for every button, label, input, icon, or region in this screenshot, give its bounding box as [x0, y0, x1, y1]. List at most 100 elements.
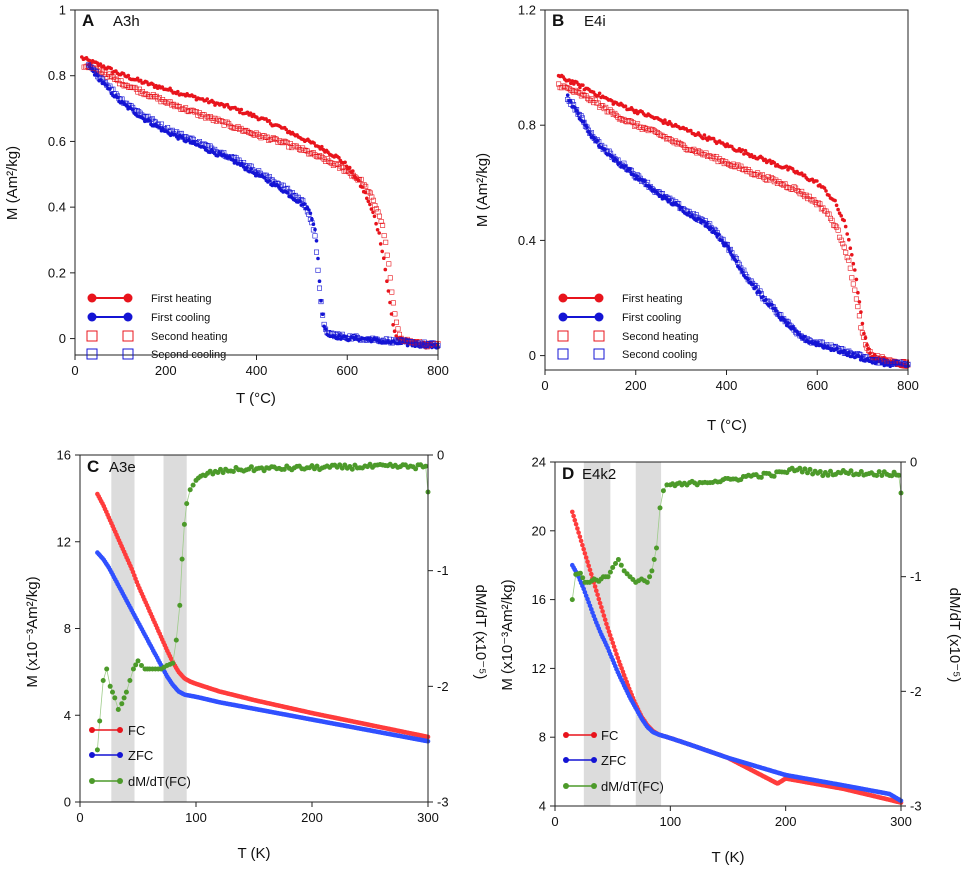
panel-d-legend: FC ZFC dM/dT(FC)	[563, 728, 664, 794]
legend-marker-first-heating	[558, 293, 568, 303]
panel-a-ticks: 0 200 400 600 800 0 0.2 0.4 0.6 0.8 1	[48, 3, 449, 379]
data-point	[97, 718, 103, 724]
y-tick-label: 0.2	[48, 265, 66, 280]
series-second-cooling	[86, 62, 441, 349]
data-point	[380, 222, 386, 228]
data-point	[607, 569, 613, 575]
data-point	[190, 136, 196, 142]
data-point	[284, 127, 289, 132]
data-point	[720, 158, 726, 164]
data-point	[190, 108, 196, 114]
data-point	[833, 198, 837, 203]
data-point	[606, 629, 612, 634]
data-point	[173, 637, 179, 643]
data-point	[586, 563, 591, 569]
y-tick-label: 12	[57, 534, 71, 549]
data-point	[567, 78, 571, 82]
data-point	[432, 343, 438, 349]
data-point	[346, 169, 352, 175]
data-point	[849, 275, 855, 281]
data-point	[808, 197, 814, 203]
data-point	[159, 121, 165, 127]
legend-marker-first-heating	[123, 293, 133, 303]
data-point	[702, 218, 708, 224]
data-point	[263, 172, 269, 178]
data-point	[130, 104, 136, 110]
legend-marker-dmdt	[563, 783, 569, 789]
data-point	[109, 66, 113, 71]
data-point	[612, 156, 618, 162]
data-point	[868, 352, 874, 358]
data-point	[327, 331, 333, 337]
series-fc	[95, 491, 431, 740]
data-point	[221, 150, 227, 156]
legend-marker-fc	[563, 732, 569, 738]
legend-marker-second-cooling	[593, 348, 605, 360]
data-point	[142, 114, 148, 120]
data-point	[278, 139, 284, 145]
data-point	[701, 136, 705, 141]
data-point	[757, 288, 763, 294]
data-point	[876, 469, 882, 475]
data-point	[674, 141, 680, 147]
data-point	[343, 160, 347, 165]
data-point	[393, 319, 399, 325]
panel-d-ylabel: M (x10⁻³Am²/kg)	[499, 579, 516, 690]
data-point	[349, 466, 355, 472]
panel-a-ylabel: M (Am²/kg)	[4, 146, 21, 220]
legend-marker-second-heating	[86, 330, 98, 342]
data-point	[820, 205, 826, 211]
data-point	[720, 236, 726, 242]
data-point	[112, 77, 118, 83]
data-point	[372, 214, 377, 219]
data-point	[642, 179, 648, 185]
data-point	[809, 198, 815, 204]
data-point	[261, 133, 267, 139]
y-tick-label: 0.4	[518, 233, 536, 248]
data-point	[139, 663, 144, 668]
data-point	[797, 465, 803, 471]
data-point	[578, 538, 584, 544]
y-tick-label: 0	[64, 795, 71, 810]
data-point	[679, 141, 685, 147]
data-point	[107, 83, 113, 89]
data-point	[746, 277, 750, 282]
transition-band	[583, 462, 611, 806]
data-point	[646, 184, 652, 190]
data-point	[860, 321, 865, 326]
data-point	[178, 130, 184, 136]
data-point	[102, 79, 108, 85]
data-point	[758, 173, 764, 179]
data-point	[248, 163, 254, 169]
data-point	[184, 501, 190, 507]
data-point	[224, 119, 230, 125]
data-point	[318, 299, 324, 305]
legend-second-cooling: Second cooling	[151, 349, 226, 361]
data-point	[738, 163, 744, 169]
data-point	[205, 97, 209, 101]
legend-marker-zfc	[591, 757, 597, 763]
data-point	[377, 231, 382, 235]
data-point	[772, 307, 778, 313]
data-point	[784, 164, 789, 169]
data-point	[673, 138, 679, 144]
series-tail	[669, 736, 903, 803]
legend-marker-first-cooling	[594, 312, 604, 322]
data-point	[433, 342, 439, 348]
data-point	[344, 164, 349, 169]
data-point	[253, 130, 259, 136]
data-point	[585, 559, 590, 564]
data-point	[831, 222, 837, 228]
data-point	[791, 184, 797, 190]
y-tick-label: 0.6	[48, 134, 66, 149]
data-point	[785, 319, 791, 325]
data-point	[386, 261, 392, 267]
data-point	[773, 177, 779, 183]
data-point	[135, 76, 140, 81]
data-point	[817, 201, 823, 207]
data-point	[613, 561, 618, 566]
data-point	[855, 304, 861, 310]
data-point	[802, 173, 807, 177]
legend-marker-second-heating	[593, 330, 605, 342]
panel-c-ylabel: M (x10⁻³Am²/kg)	[24, 576, 41, 687]
